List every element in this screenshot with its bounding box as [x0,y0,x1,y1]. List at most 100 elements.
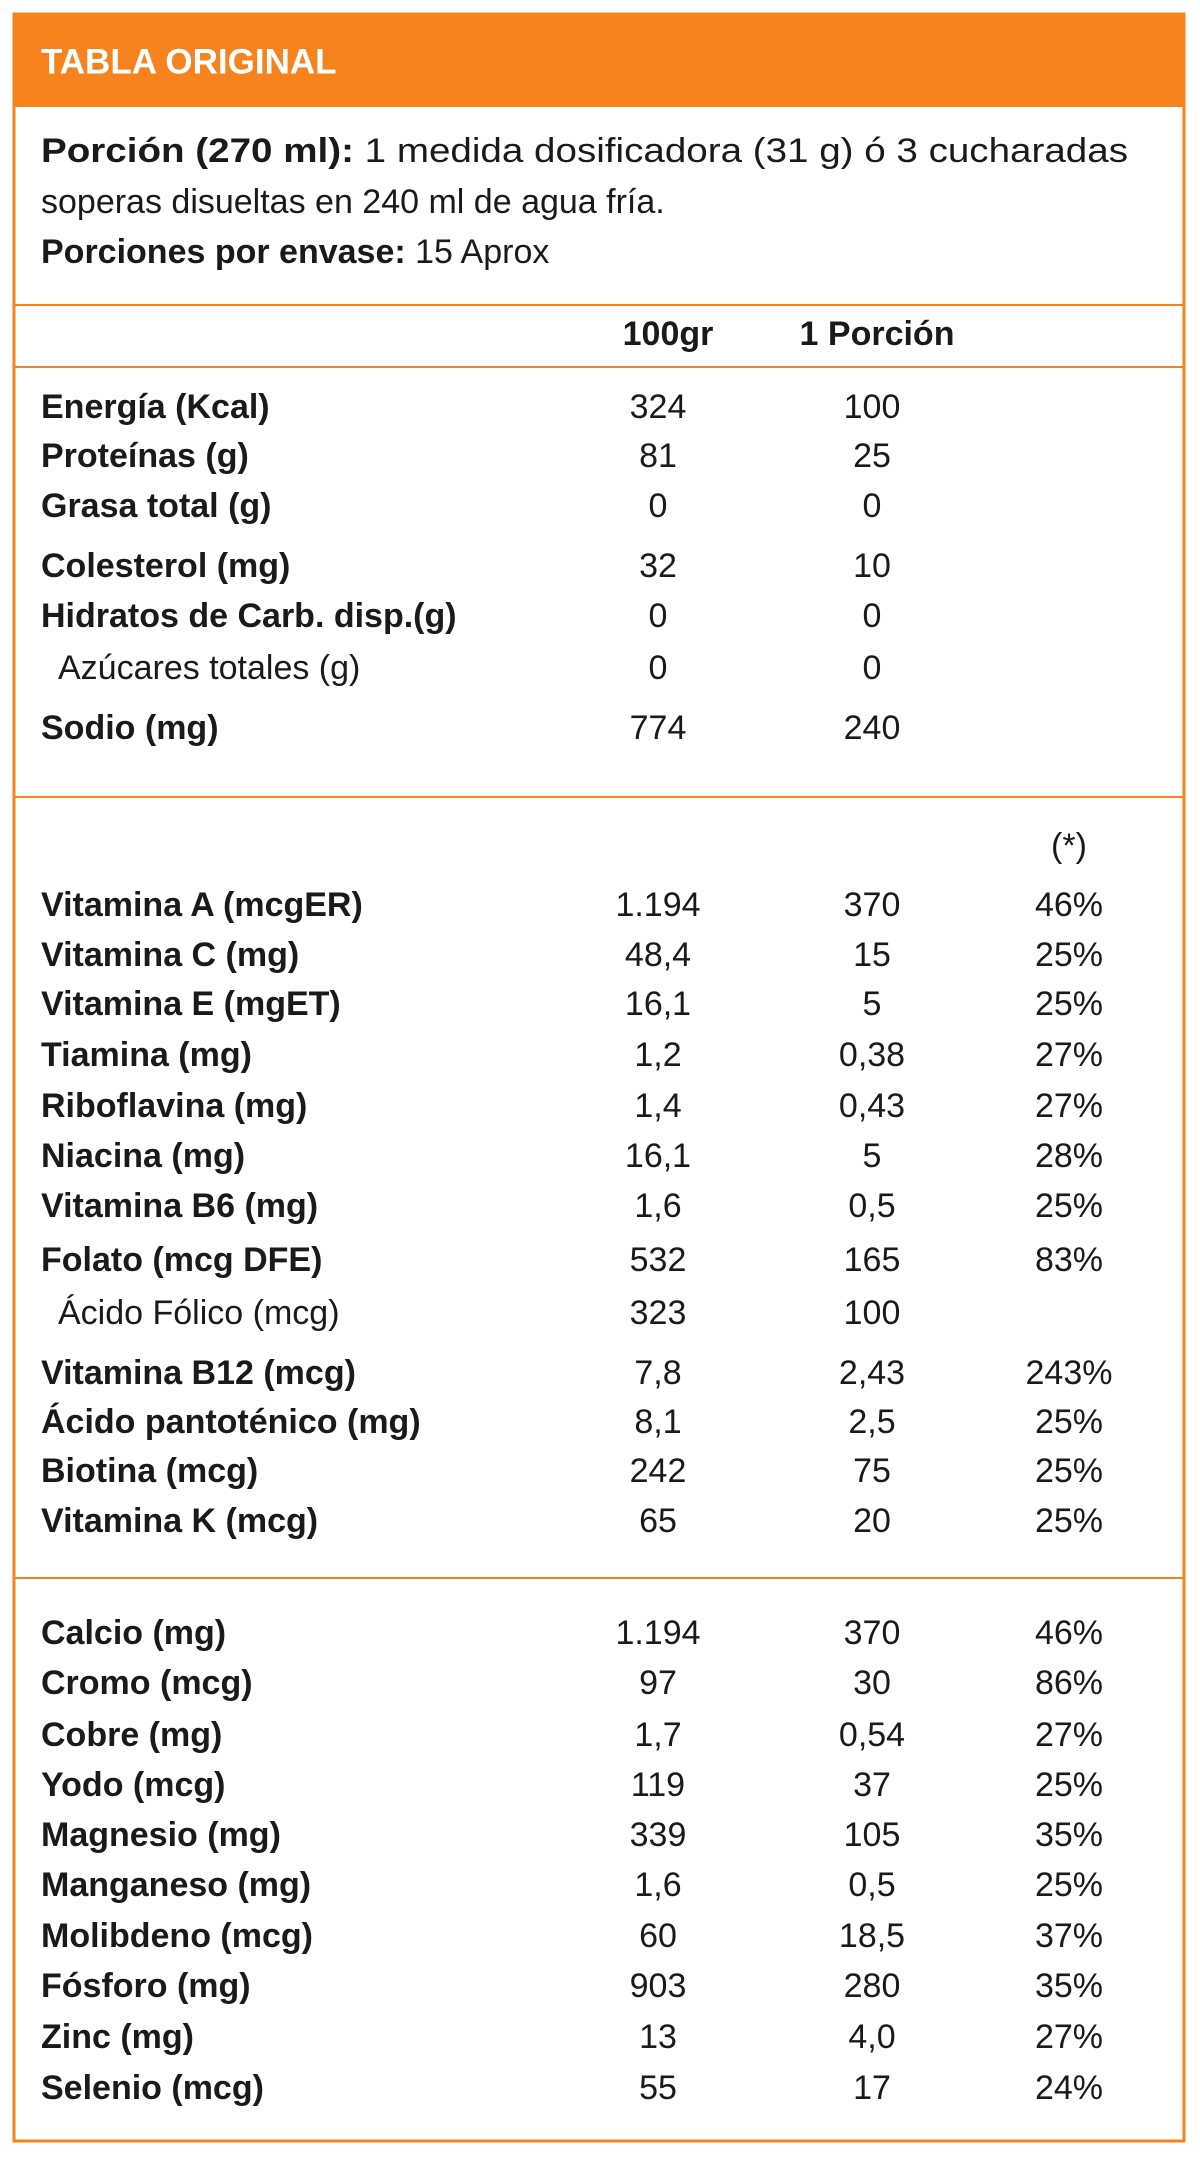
cell-value: 48,4 [625,936,691,974]
cell-value: 20 [853,1502,891,1540]
footnote-marker: (*) [1051,827,1087,865]
row-label: Vitamina E (mgET) [41,985,341,1023]
cell-value: 16,1 [625,1137,691,1175]
row-label: Vitamina A (mcgER) [41,886,363,924]
cell-value: 165 [844,1241,901,1279]
cell-value: 0 [649,487,668,525]
cell-value: 0 [863,649,882,687]
cell-value: 105 [844,1816,901,1854]
row-label: Ácido Fólico (mcg) [58,1294,340,1332]
cell-value: 55 [639,2069,677,2107]
cell-value: 242 [630,1452,687,1490]
row-label: Yodo (mcg) [41,1766,225,1804]
cell-value: 25% [1035,1403,1103,1441]
cell-value: 323 [630,1294,687,1332]
column-header: 100gr [623,315,714,353]
cell-value: 280 [844,1967,901,2005]
cell-value: 81 [639,437,677,475]
cell-value: 1,6 [634,1187,681,1225]
header-bar [14,14,1184,107]
cell-value: 25% [1035,985,1103,1023]
cell-value: 25% [1035,1187,1103,1225]
cell-value: 35% [1035,1967,1103,2005]
column-header: 1 Porción [800,315,955,353]
header-title: TABLA ORIGINAL [41,42,337,81]
cell-value: 1,7 [634,1716,681,1754]
cell-value: 0,38 [839,1036,905,1074]
cell-value: 27% [1035,2018,1103,2056]
row-label: Folato (mcg DFE) [41,1241,322,1279]
cell-value: 37% [1035,1917,1103,1955]
cell-value: 8,1 [634,1403,681,1441]
serving-text: soperas disueltas en 240 ml de agua fría… [41,183,665,221]
cell-value: 10 [853,547,891,585]
cell-value: 28% [1035,1137,1103,1175]
svg-text:Porciones por envase: 15 Aprox: Porciones por envase: 15 Aprox [41,233,549,271]
row-label: Biotina (mcg) [41,1452,258,1490]
cell-value: 25 [853,437,891,475]
row-label: Vitamina K (mcg) [41,1502,318,1540]
row-label: Ácido pantoténico (mg) [41,1403,421,1441]
cell-value: 774 [630,709,687,747]
cell-value: 370 [844,886,901,924]
cell-value: 2,5 [848,1403,895,1441]
cell-value: 18,5 [839,1917,905,1955]
row-label: Vitamina C (mg) [41,936,299,974]
row-label: Hidratos de Carb. disp.(g) [41,597,457,635]
cell-value: 25% [1035,1452,1103,1490]
per-container-value: 15 Aprox [415,233,549,271]
cell-value: 1,2 [634,1036,681,1074]
row-label: Cromo (mcg) [41,1664,253,1702]
row-label: Fósforo (mg) [41,1967,251,2005]
cell-value: 35% [1035,1816,1103,1854]
cell-value: 2,43 [839,1354,905,1392]
cell-value: 5 [863,985,882,1023]
row-label: Sodio (mg) [41,709,219,747]
cell-value: 83% [1035,1241,1103,1279]
cell-value: 75 [853,1452,891,1490]
cell-value: 119 [631,1766,685,1804]
cell-value: 13 [639,2018,677,2056]
cell-value: 0 [863,487,882,525]
row-label: Niacina (mg) [41,1137,245,1175]
cell-value: 5 [863,1137,882,1175]
cell-value: 0,5 [848,1187,895,1225]
cell-value: 25% [1035,1866,1103,1904]
cell-value: 65 [639,1502,677,1540]
cell-value: 243% [1026,1354,1113,1392]
row-label: Energía (Kcal) [41,388,270,426]
cell-value: 1,6 [634,1866,681,1904]
row-label: Colesterol (mg) [41,547,290,585]
cell-value: 4,0 [848,2018,895,2056]
cell-value: 15 [853,936,891,974]
row-label: Manganeso (mg) [41,1866,311,1904]
cell-value: 97 [639,1664,677,1702]
cell-value: 16,1 [625,985,691,1023]
row-label: Azúcares totales (g) [58,649,360,687]
cell-value: 240 [844,709,901,747]
cell-value: 30 [853,1664,891,1702]
cell-value: 37 [853,1766,891,1804]
cell-value: 1.194 [615,1614,700,1652]
cell-value: 25% [1035,936,1103,974]
cell-value: 903 [630,1967,687,2005]
cell-value: 370 [844,1614,901,1652]
cell-value: 24% [1035,2069,1103,2107]
per-container-label: Porciones por envase: [41,233,406,271]
cell-value: 324 [630,388,687,426]
row-label: Calcio (mg) [41,1614,226,1652]
cell-value: 1.194 [615,886,700,924]
cell-value: 0 [649,649,668,687]
row-label: Vitamina B6 (mg) [41,1187,318,1225]
cell-value: 0 [863,597,882,635]
row-label: Selenio (mcg) [41,2069,264,2107]
row-label: Tiamina (mg) [41,1036,252,1074]
serving-text: 1 medida dosificadora (31 g) ó 3 cuchara… [365,132,1128,170]
row-label: Cobre (mg) [41,1716,222,1754]
cell-value: 17 [853,2069,891,2107]
cell-value: 25% [1035,1502,1103,1540]
cell-value: 0,43 [839,1087,905,1125]
table-border [12,12,1186,2143]
cell-value: 0 [649,597,668,635]
row-label: Grasa total (g) [41,487,271,525]
